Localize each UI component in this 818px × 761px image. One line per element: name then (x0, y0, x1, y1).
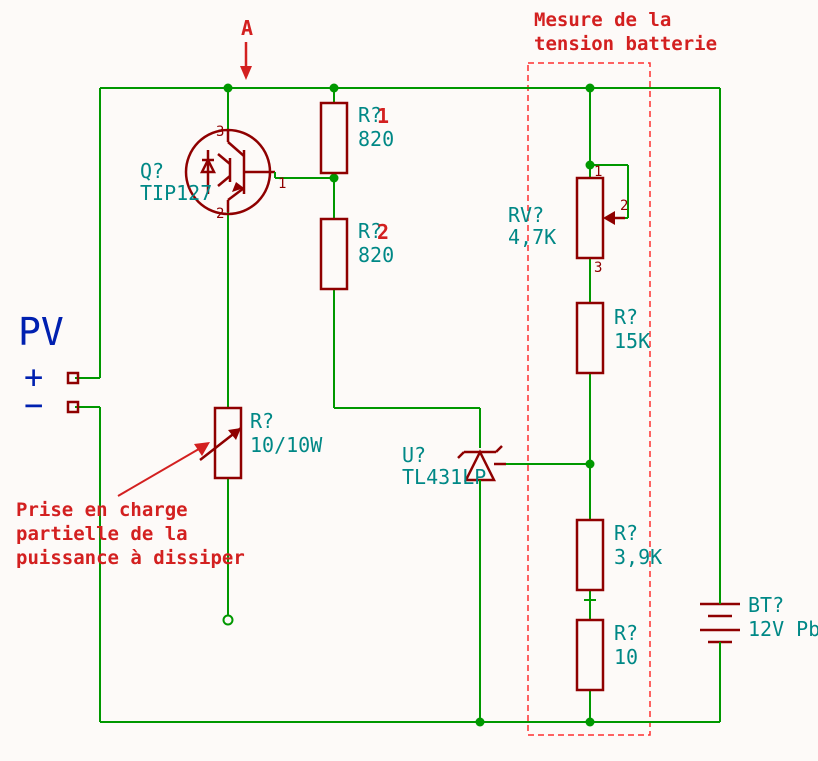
resistor-r1 (321, 103, 347, 173)
rv-ref: RV? (508, 203, 544, 227)
r1-val: 820 (358, 127, 394, 151)
transistor-q: 1 2 3 (186, 124, 286, 222)
pv-neg: − (24, 386, 43, 424)
resistor-r2 (321, 219, 347, 289)
note-diss-1: Prise en charge (16, 499, 188, 521)
rpwr-ref: R? (250, 409, 274, 433)
open-endpoint (224, 616, 233, 625)
arrow-a-icon (240, 42, 252, 80)
resistor-3k9 (577, 520, 603, 590)
r15k-val: 15K (614, 329, 650, 353)
u-ref: U? (402, 443, 426, 467)
u-val: TL431LP (402, 465, 486, 489)
note-measure-2: tension batterie (534, 33, 717, 55)
r3k9-ref: R? (614, 521, 638, 545)
arrow-dissipate-icon (118, 442, 210, 496)
schematic-canvas: 1 2 3 Q? TIP127 R? 1 820 R? 2 820 R? 10/… (0, 0, 818, 761)
note-diss-3: puissance à dissiper (16, 547, 245, 569)
battery-bt (700, 595, 740, 650)
r10-val: 10 (614, 645, 638, 669)
potentiometer-rv: 1 2 3 (577, 164, 628, 276)
r2-val: 820 (358, 243, 394, 267)
rv-val: 4,7K (508, 225, 556, 249)
resistor-10 (577, 620, 603, 690)
rv-pin-3: 3 (594, 260, 602, 276)
bt-val: 12V Pb (748, 617, 818, 641)
q-pin-3: 3 (216, 124, 224, 140)
note-diss-2: partielle de la (16, 523, 188, 545)
q-ref: Q? (140, 159, 164, 183)
pv-label: PV (18, 310, 64, 354)
note-measure-1: Mesure de la (534, 9, 671, 31)
q-pin-1: 1 (278, 176, 286, 192)
r1-ord: 1 (377, 104, 389, 128)
bt-ref: BT? (748, 593, 784, 617)
resistor-15k (577, 303, 603, 373)
r15k-ref: R? (614, 305, 638, 329)
r10-ref: R? (614, 621, 638, 645)
r2-ord: 2 (377, 220, 389, 244)
r3k9-val: 3,9K (614, 545, 662, 569)
note-a: A (241, 16, 253, 40)
rv-pin-2: 2 (620, 198, 628, 214)
q-pin-2: 2 (216, 206, 224, 222)
rpwr-val: 10/10W (250, 433, 323, 457)
q-val: TIP127 (140, 181, 212, 205)
rv-pin-1: 1 (594, 164, 602, 180)
